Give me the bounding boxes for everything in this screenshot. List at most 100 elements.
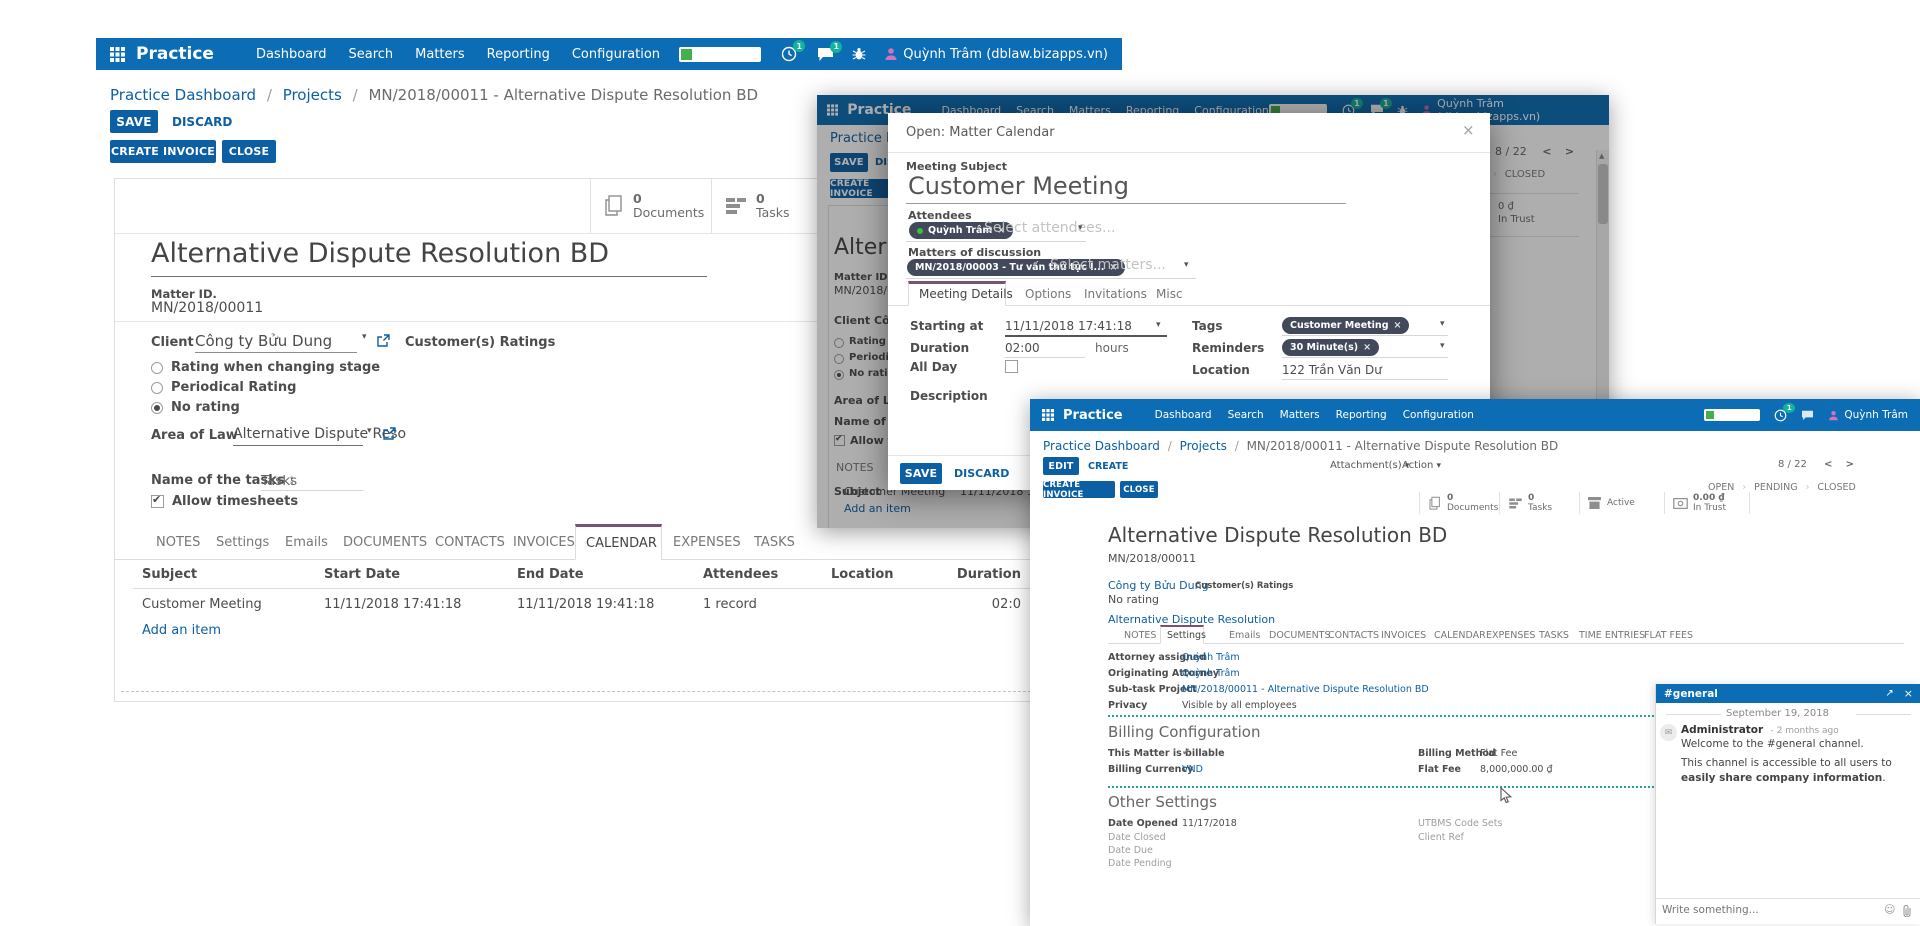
starting-caret[interactable]: ▾ [1156, 320, 1161, 330]
tab-contacts[interactable]: CONTACTS [435, 535, 505, 551]
activities-icon[interactable]: 1 [781, 46, 797, 62]
attendees-placeholder[interactable]: Select attendees... [984, 220, 1115, 238]
app-title[interactable]: Practice [1063, 408, 1123, 423]
nav-reporting[interactable]: Reporting [487, 47, 550, 62]
tab-invoices[interactable]: INVOICES [1381, 630, 1426, 642]
matters-caret[interactable]: ▾ [1184, 260, 1189, 270]
discard-button[interactable]: DISCARD [172, 115, 232, 130]
tab-invoices[interactable]: INVOICES [513, 535, 575, 551]
create-invoice-button[interactable]: CREATE INVOICE [110, 140, 216, 163]
timer-widget[interactable] [1704, 409, 1760, 421]
col-location[interactable]: Location [831, 567, 894, 583]
app-title[interactable]: Practice [136, 44, 214, 64]
remove-tag-icon[interactable]: × [1394, 320, 1402, 331]
tab-calendar[interactable]: CALENDAR [586, 536, 657, 552]
nav-search[interactable]: Search [1228, 409, 1264, 421]
modal-save-button[interactable]: SAVE [900, 463, 942, 484]
col-end-date[interactable]: End Date [517, 567, 584, 583]
cell-end[interactable]: 11/11/2018 19:41:18 [517, 597, 654, 613]
matter-title-input[interactable]: Alternative Dispute Resolution BD [151, 237, 609, 271]
pager-prev[interactable]: < [1824, 459, 1832, 470]
tab-documents[interactable]: DOCUMENTS [343, 535, 427, 551]
step-pending[interactable]: PENDING [1754, 482, 1797, 493]
timer-widget[interactable] [679, 47, 761, 62]
matters-placeholder[interactable]: Select matters... [1050, 257, 1166, 275]
apps-grid-icon[interactable] [110, 47, 125, 62]
client-link[interactable]: Công ty Bửu Dung [1108, 579, 1209, 593]
radio-no-rating-label[interactable]: No rating [171, 400, 240, 416]
action-dropdown[interactable]: Action ▾ [1402, 460, 1441, 473]
cell-start[interactable]: 11/11/2018 17:41:18 [324, 597, 461, 613]
attorney-assigned-value[interactable]: Quỳnh Trâm [1182, 652, 1240, 664]
radio-rating-stage[interactable] [151, 362, 163, 374]
tab-expenses[interactable]: EXPENSES [673, 535, 741, 551]
chat-expand-icon[interactable]: ↗ [1885, 688, 1893, 699]
tab-emails[interactable]: Emails [1229, 630, 1260, 642]
chat-message-input[interactable] [1662, 904, 1862, 916]
cell-duration[interactable]: 02:0 [935, 597, 1021, 613]
activities-icon[interactable]: 1 [1774, 409, 1787, 422]
message-author[interactable]: Administrator [1681, 724, 1763, 736]
breadcrumb-dashboard[interactable]: Practice Dashboard [110, 86, 256, 104]
tasks-stat-button[interactable]: 0Tasks [711, 179, 832, 233]
reminder-tag[interactable]: 30 Minute(s) × [1282, 339, 1379, 356]
add-an-item-link[interactable]: Add an item [142, 623, 221, 639]
tab-notes[interactable]: NOTES [1124, 630, 1156, 642]
messages-icon[interactable]: 1 [817, 47, 834, 62]
allow-timesheets-checkbox[interactable]: ✔ [151, 495, 164, 508]
radio-rating-stage-label[interactable]: Rating when changing stage [171, 360, 380, 376]
breadcrumb-projects[interactable]: Projects [1180, 439, 1227, 453]
step-closed[interactable]: CLOSED [1817, 482, 1855, 493]
tab-emails[interactable]: Emails [285, 535, 328, 551]
tasks-name-input[interactable]: Tasks [261, 473, 297, 490]
tab-expenses[interactable]: EXPENSES [1486, 630, 1535, 642]
area-external-link-icon[interactable] [383, 427, 396, 440]
radio-periodical-label[interactable]: Periodical Rating [171, 380, 296, 396]
nav-matters[interactable]: Matters [1280, 409, 1320, 421]
tags-caret[interactable]: ▾ [1440, 319, 1445, 329]
attendees-caret[interactable]: ▾ [1078, 223, 1083, 233]
remove-reminder-icon[interactable]: × [1363, 342, 1371, 353]
create-invoice-button[interactable]: CREATE INVOICE [1043, 481, 1115, 498]
user-menu[interactable]: Quỳnh Trâm [1828, 409, 1908, 421]
tab-settings[interactable]: Settings [216, 535, 269, 551]
allow-timesheets-label[interactable]: Allow timesheets [172, 494, 298, 510]
nav-dashboard[interactable]: Dashboard [256, 47, 327, 62]
edit-button[interactable]: EDIT [1043, 457, 1079, 475]
nav-search[interactable]: Search [348, 47, 393, 62]
nav-matters[interactable]: Matters [415, 47, 465, 62]
bug-icon[interactable] [852, 47, 866, 61]
tab-settings[interactable]: Settings [1167, 630, 1206, 642]
breadcrumb-projects[interactable]: Projects [283, 86, 342, 104]
save-button[interactable]: SAVE [110, 110, 158, 133]
client-external-link-icon[interactable] [377, 334, 390, 347]
tab-invitations[interactable]: Invitations [1084, 287, 1147, 302]
chat-close-icon[interactable]: × [1904, 687, 1913, 700]
attachments-dropdown[interactable]: Attachment(s) ▾ [1330, 460, 1409, 473]
tab-documents[interactable]: DOCUMENTS [1269, 630, 1331, 642]
col-attendees[interactable]: Attendees [703, 567, 778, 583]
close-button[interactable]: CLOSE [1120, 481, 1158, 498]
col-subject[interactable]: Subject [142, 567, 197, 583]
tab-tasks[interactable]: TASKS [754, 535, 795, 551]
tag-customer-meeting[interactable]: Customer Meeting × [1282, 317, 1409, 334]
radio-periodical[interactable] [151, 382, 163, 394]
tab-notes[interactable]: NOTES [156, 535, 200, 551]
user-menu[interactable]: Quỳnh Trâm (dblaw.bizapps.vn) [884, 47, 1108, 62]
create-button[interactable]: CREATE [1088, 461, 1128, 473]
pager-next[interactable]: > [1846, 459, 1854, 470]
col-duration[interactable]: Duration [935, 567, 1021, 583]
client-dropdown-caret[interactable]: ▾ [362, 332, 367, 342]
all-day-checkbox[interactable] [1005, 360, 1018, 373]
nav-configuration[interactable]: Configuration [572, 47, 660, 62]
tab-calendar[interactable]: CALENDAR [1434, 630, 1486, 642]
tab-flat-fees[interactable]: FLAT FEES [1644, 630, 1693, 642]
close-button[interactable]: CLOSE [222, 140, 276, 163]
subtask-project-value[interactable]: MN/2018/00011 - Alternative Dispute Reso… [1182, 684, 1429, 696]
nav-dashboard[interactable]: Dashboard [1155, 409, 1212, 421]
tab-time-entries[interactable]: TIME ENTRIES [1579, 630, 1645, 642]
tab-meeting-details[interactable]: Meeting Details [919, 287, 1013, 302]
area-of-law-input[interactable]: Alternative Dispute Reso [233, 426, 406, 444]
location-input[interactable]: 122 Trần Văn Dư [1282, 363, 1382, 378]
tab-contacts[interactable]: CONTACTS [1328, 630, 1379, 642]
